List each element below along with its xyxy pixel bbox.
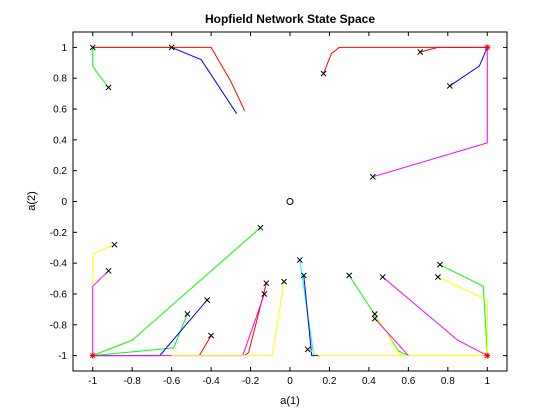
start-marker bbox=[296, 257, 303, 264]
trajectory-green bbox=[348, 275, 409, 357]
x-tick-label: -1 bbox=[88, 376, 97, 387]
x-tick-label: 0.6 bbox=[401, 376, 415, 387]
x-tick-label: -0.6 bbox=[163, 376, 181, 387]
plot-area: -1 -0.8 -0.6 -0.4 -0.2 0 0.2 0.4 0.6 0.8 1 -1 -0.8 -0… bbox=[50, 31, 508, 387]
trajectory-blue bbox=[92, 299, 208, 357]
trajectory-red bbox=[420, 46, 488, 53]
trajectory-blue bbox=[171, 46, 238, 114]
x-tick-label: 0 bbox=[287, 376, 293, 387]
trajectory-magenta bbox=[92, 293, 265, 357]
x-tick-label: 0.2 bbox=[323, 376, 337, 387]
x-tick-label: -0.2 bbox=[242, 376, 260, 387]
start-marker bbox=[263, 280, 270, 287]
trajectory-magenta bbox=[372, 47, 488, 178]
trajectory-magenta bbox=[374, 318, 409, 356]
trajectory-yellow bbox=[171, 281, 285, 357]
start-marker bbox=[261, 291, 268, 297]
y-tick-label: 0.6 bbox=[53, 105, 67, 116]
stable-point-marker bbox=[89, 352, 96, 359]
y-tick-label: 1 bbox=[61, 43, 67, 54]
trajectory-green bbox=[92, 227, 261, 357]
x-tick-label: 0.8 bbox=[441, 376, 455, 387]
trajectory-green bbox=[92, 46, 172, 88]
start-marker bbox=[257, 224, 264, 231]
stable-point-marker bbox=[484, 44, 491, 51]
y-tick-label: 0.4 bbox=[53, 135, 67, 146]
y-tick-label: -0.4 bbox=[50, 259, 68, 270]
trajectory-red bbox=[198, 335, 212, 356]
start-marker bbox=[204, 297, 211, 304]
start-marker bbox=[281, 278, 288, 285]
x-axis-label: a(1) bbox=[280, 395, 300, 407]
x-tick-label: 1 bbox=[484, 376, 490, 387]
trajectory-blue bbox=[303, 275, 320, 357]
start-marker bbox=[304, 346, 311, 353]
start-marker bbox=[371, 311, 378, 317]
start-marker bbox=[89, 44, 96, 51]
start-marker bbox=[436, 261, 443, 268]
y-tick-label: 0.2 bbox=[53, 166, 67, 177]
y-tick-label: -0.6 bbox=[50, 289, 68, 300]
y-tick-label: 0.8 bbox=[53, 74, 67, 85]
x-tick-label: 0.4 bbox=[362, 376, 376, 387]
trajectory-blue bbox=[449, 47, 488, 87]
trajectory-magenta bbox=[92, 270, 109, 356]
start-marker bbox=[168, 44, 175, 51]
start-marker bbox=[369, 173, 376, 180]
y-tick-label: -1 bbox=[58, 351, 67, 362]
y-tick-label: -0.2 bbox=[50, 228, 68, 239]
y-tick-label: -0.8 bbox=[50, 320, 68, 331]
start-marker bbox=[111, 241, 118, 248]
start-marker bbox=[208, 332, 215, 339]
start-marker bbox=[105, 267, 112, 274]
trajectory-red bbox=[92, 46, 246, 111]
x-tick-label: -0.4 bbox=[202, 376, 220, 387]
start-marker bbox=[379, 274, 386, 280]
trajectory-magenta bbox=[382, 276, 488, 357]
start-marker bbox=[105, 84, 112, 91]
trajectory-yellow bbox=[374, 313, 488, 357]
start-marker bbox=[346, 272, 353, 279]
start-marker bbox=[435, 274, 441, 280]
start-marker bbox=[184, 311, 191, 317]
trajectory-green bbox=[92, 313, 188, 357]
start-marker bbox=[371, 315, 378, 322]
start-marker bbox=[300, 272, 307, 279]
trajectory-yellow bbox=[437, 276, 488, 356]
chart-title: Hopfield Network State Space bbox=[205, 12, 375, 26]
y-axis-label: a(2) bbox=[26, 191, 38, 211]
start-marker bbox=[320, 70, 327, 77]
x-tick-label: -0.8 bbox=[124, 376, 142, 387]
trajectory-yellow bbox=[92, 244, 115, 356]
y-tick-label: 0 bbox=[61, 197, 67, 208]
origin-marker bbox=[286, 198, 294, 205]
axes-frame bbox=[72, 31, 508, 372]
start-marker bbox=[417, 49, 424, 55]
trajectory-green bbox=[439, 264, 488, 356]
trajectory-red bbox=[323, 46, 488, 74]
stable-point-marker bbox=[484, 352, 491, 359]
start-marker bbox=[446, 82, 453, 89]
